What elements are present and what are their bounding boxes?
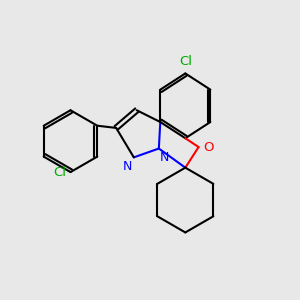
Text: Cl: Cl bbox=[179, 56, 192, 68]
Text: Cl: Cl bbox=[53, 166, 66, 178]
Text: O: O bbox=[203, 141, 214, 154]
Text: N: N bbox=[122, 160, 132, 173]
Text: N: N bbox=[160, 151, 169, 164]
